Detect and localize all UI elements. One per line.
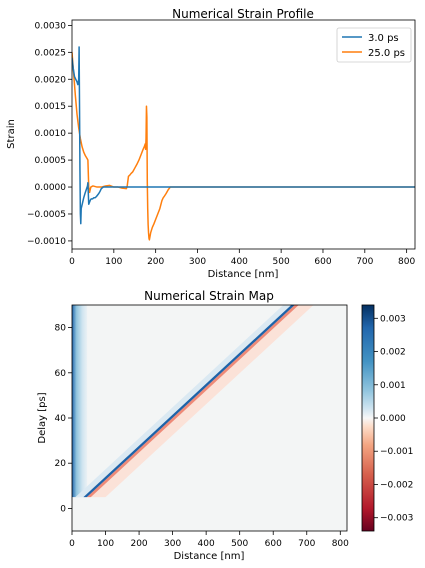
map-ticks: 0 100 200 300 400 500 600 700 800 0 20 40 60 80 (55, 324, 350, 549)
profile-xtick-label: 100 (105, 257, 122, 267)
profile-ytick-label: 0.0030 (35, 21, 67, 31)
profile-xtick-label: 600 (314, 257, 331, 267)
profile-xtick-label: 400 (231, 257, 248, 267)
profile-title: Numerical Strain Profile (172, 7, 314, 21)
series-line-3ps (72, 46, 415, 225)
colorbar-tick-label: 0.003 (380, 314, 406, 324)
colorbar-scale (361, 304, 375, 532)
map-background (72, 305, 347, 531)
profile-ytick-label: 0.0015 (35, 102, 67, 112)
legend-label-3ps: 3.0 ps (368, 33, 399, 44)
map-xlabel: Distance [nm] (174, 551, 245, 562)
profile-ylabel: Strain (6, 119, 17, 149)
profile-ytick-label: 0.0025 (35, 48, 67, 58)
map-ylabel: Delay [ps] (37, 392, 48, 443)
colorbar: −0.003 −0.002 −0.001 0.000 0.001 0.002 0.003 (361, 304, 413, 532)
profile-legend: 3.0 ps 25.0 ps (336, 27, 412, 63)
profile-xtick-label: 500 (273, 257, 290, 267)
map-xtick-label: 700 (298, 539, 315, 549)
colorbar-tick-label: 0.000 (380, 414, 406, 424)
map-xtick-label: 400 (198, 539, 215, 549)
map-xtick-label: 600 (265, 539, 282, 549)
colorbar-tick-label: −0.001 (380, 447, 413, 457)
map-ytick-label: 80 (55, 324, 67, 334)
profile-axes-frame (71, 19, 416, 250)
map-tensile-band (86, 305, 299, 498)
map-ytick-label: 0 (60, 504, 66, 514)
map-xtick-label: 300 (164, 539, 181, 549)
map-axes-frame (71, 304, 348, 532)
legend-label-25ps: 25.0 ps (368, 48, 405, 59)
map-compressive-band (83, 305, 295, 498)
profile-xtick-label: 800 (398, 257, 415, 267)
profile-xtick-label: 200 (147, 257, 164, 267)
profile-ytick-label: 0.0005 (35, 156, 67, 166)
map-xtick-label: 500 (231, 539, 248, 549)
map-title: Numerical Strain Map (144, 289, 274, 303)
colorbar-tick-label: −0.003 (380, 514, 413, 524)
map-xtick-label: 200 (130, 539, 147, 549)
profile-xtick-label: 0 (69, 257, 75, 267)
profile-ytick-label: 0.0000 (35, 183, 67, 193)
map-tensile-halo (86, 305, 314, 498)
map-ytick-label: 20 (55, 459, 67, 469)
map-ytick-label: 40 (55, 414, 67, 424)
strain-profile-chart: Numerical Strain Profile 0 100 200 300 400 50… (6, 7, 415, 280)
profile-plot-area (72, 46, 415, 241)
map-ytick-label: 60 (55, 369, 67, 379)
profile-xtick-label: 700 (356, 257, 373, 267)
map-plot-area (72, 305, 347, 531)
map-compressive-halo (75, 305, 294, 498)
map-xtick-label: 800 (332, 539, 349, 549)
strain-map-chart: Numerical Strain Map 0 100 200 300 400 500 600… (37, 289, 413, 562)
profile-ytick-label: 0.0010 (35, 129, 67, 139)
map-surface-layer (72, 305, 88, 498)
colorbar-tick-label: −0.002 (380, 480, 413, 490)
map-xtick-label: 100 (97, 539, 114, 549)
profile-xtick-label: 300 (189, 257, 206, 267)
series-line-25ps (72, 52, 415, 241)
map-xtick-label: 0 (69, 539, 75, 549)
profile-ytick-label: −0.0005 (27, 210, 66, 220)
colorbar-ticks: −0.003 −0.002 −0.001 0.000 0.001 0.002 0.003 (374, 314, 413, 524)
colorbar-tick-label: 0.002 (380, 348, 406, 358)
profile-ytick-label: 0.0020 (35, 75, 67, 85)
profile-xlabel: Distance [nm] (208, 269, 279, 280)
profile-ticks: 0 100 200 300 400 500 600 700 800 −0.0010 −0.0005 0… (27, 21, 416, 267)
colorbar-tick-label: 0.001 (380, 381, 406, 391)
profile-ytick-label: −0.0010 (27, 237, 66, 247)
